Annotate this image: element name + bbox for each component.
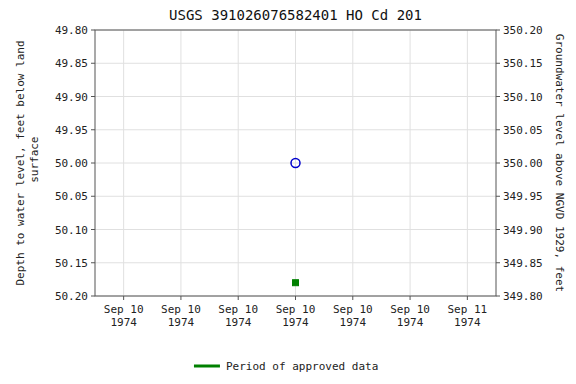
tick-label: 50.20 — [55, 290, 88, 303]
point — [293, 280, 299, 286]
tick-label: 350.05 — [503, 124, 543, 137]
text-line: Sep 10 — [218, 303, 258, 316]
legend: Period of approved data — [194, 360, 378, 373]
tick — [496, 296, 500, 297]
grid-line — [410, 30, 411, 296]
tick — [91, 63, 95, 64]
tick — [352, 296, 353, 300]
tick-label: 50.10 — [55, 224, 88, 237]
tick-label: 49.95 — [55, 124, 88, 137]
tick — [496, 163, 500, 164]
tick-label: Sep 101974 — [276, 303, 316, 329]
text-line: 1974 — [168, 316, 195, 329]
tick — [91, 96, 95, 97]
tick-label: 350.00 — [503, 157, 543, 170]
grid-line — [180, 30, 181, 296]
tick-label: 49.90 — [55, 91, 88, 104]
tick — [496, 129, 500, 130]
tick-label: 49.85 — [55, 57, 88, 70]
tick-label: 50.15 — [55, 257, 88, 270]
tick-label: Sep 101974 — [161, 303, 201, 329]
tick — [91, 296, 95, 297]
tick — [410, 296, 411, 300]
tick — [496, 262, 500, 263]
text-line: 1974 — [282, 316, 309, 329]
tick-label: 350.10 — [503, 91, 543, 104]
tick-label: 349.80 — [503, 290, 543, 303]
tick — [496, 229, 500, 230]
grid — [95, 30, 496, 296]
text-line: Groundwater level above NGVD 1929, feet — [553, 34, 566, 292]
tick-label: 49.80 — [55, 24, 88, 37]
legend-label: Period of approved data — [226, 360, 378, 373]
tick-label: Sep 101974 — [104, 303, 144, 329]
text-line: 1974 — [225, 316, 252, 329]
tick-label: 349.90 — [503, 224, 543, 237]
plot-frame — [95, 30, 496, 296]
text-line: Sep 10 — [104, 303, 144, 316]
tick — [467, 296, 468, 300]
tick — [496, 96, 500, 97]
text-line: surface — [28, 137, 41, 190]
grid-line — [467, 30, 468, 296]
text-line: 1974 — [397, 316, 424, 329]
chart: 49.80 49.85 49.90 49.95 50.00 50.05 50.10 50.15… — [0, 0, 576, 384]
text-line: Sep 10 — [161, 303, 201, 316]
tick-label: 349.85 — [503, 257, 543, 270]
tick — [91, 229, 95, 230]
tick — [91, 262, 95, 263]
tick-label: 350.20 — [503, 24, 543, 37]
tick — [91, 196, 95, 197]
tick — [91, 129, 95, 130]
tick-label: 50.05 — [55, 190, 88, 203]
text-line: 1974 — [454, 316, 481, 329]
legend-swatch — [194, 365, 220, 368]
tick — [91, 163, 95, 164]
tick — [496, 196, 500, 197]
point — [291, 159, 300, 168]
tick-label: 349.95 — [503, 190, 543, 203]
tick — [238, 296, 239, 300]
tick-label: Sep 101974 — [390, 303, 430, 329]
tick — [496, 63, 500, 64]
tick — [295, 296, 296, 300]
text-line: Sep 10 — [390, 303, 430, 316]
title: USGS 391026076582401 HO Cd 201 — [169, 7, 422, 23]
grid-line — [238, 30, 239, 296]
tick — [123, 296, 124, 300]
grid-line — [352, 30, 353, 296]
text-line: 1974 — [340, 316, 367, 329]
tick — [496, 30, 500, 31]
background — [0, 0, 576, 384]
tick-label: 50.00 — [55, 157, 88, 170]
text-line: Sep 10 — [276, 303, 316, 316]
text-line: 1974 — [110, 316, 137, 329]
tick-label: Sep 101974 — [218, 303, 258, 329]
tick-label: Sep 101974 — [333, 303, 373, 329]
axis-label: Depth to water level, feet below land su… — [14, 40, 41, 285]
tick — [91, 30, 95, 31]
text-line: Depth to water level, feet below land — [14, 40, 27, 285]
text-line: Sep 11 — [447, 303, 487, 316]
grid-line — [123, 30, 124, 296]
grid-line — [295, 30, 296, 296]
tick-label: 350.15 — [503, 57, 543, 70]
axes: 49.80 49.85 49.90 49.95 50.00 50.05 50.10 50.15… — [55, 24, 543, 329]
marks — [291, 159, 300, 286]
tick — [180, 296, 181, 300]
axis-label: Groundwater level above NGVD 1929, feet — [553, 34, 566, 292]
tick-label: Sep 111974 — [447, 303, 487, 329]
text-line: Sep 10 — [333, 303, 373, 316]
